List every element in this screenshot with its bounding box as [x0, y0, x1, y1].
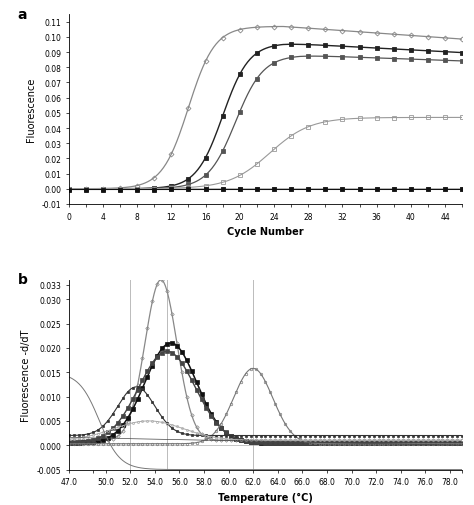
Text: b: b	[18, 273, 27, 287]
Y-axis label: Fluorescence: Fluorescence	[26, 78, 36, 142]
X-axis label: Cycle Number: Cycle Number	[227, 227, 304, 237]
Text: a: a	[18, 8, 27, 22]
Y-axis label: Fluorescence -d/dT: Fluorescence -d/dT	[21, 329, 31, 421]
X-axis label: Temperature (°C): Temperature (°C)	[218, 492, 313, 502]
